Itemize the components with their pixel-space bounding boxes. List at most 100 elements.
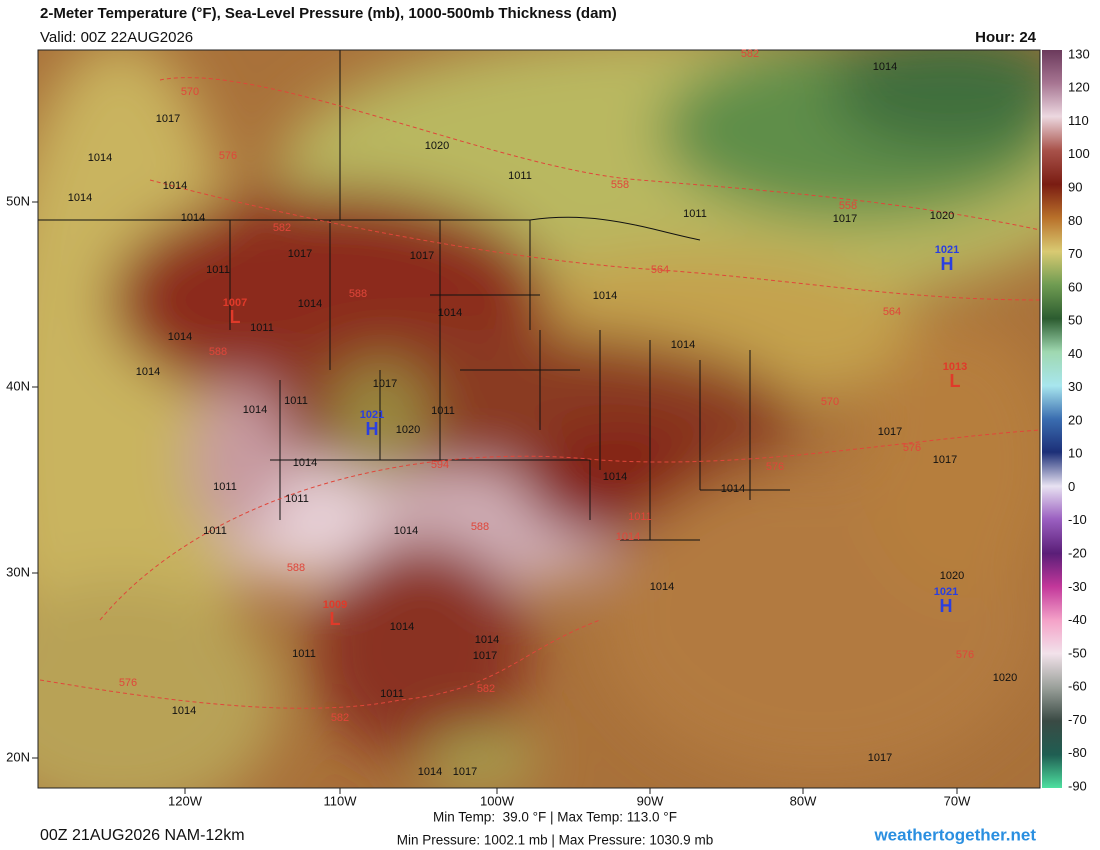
isoline-label: 1014 <box>721 483 745 495</box>
isoline-label: 582 <box>741 48 759 60</box>
isoline-label: 570 <box>181 86 199 98</box>
isoline-label: 1017 <box>373 378 397 390</box>
site-link[interactable]: weathertogether.net <box>873 825 1036 844</box>
isoline-label: 1014 <box>243 404 267 416</box>
isoline-label: 1014 <box>671 339 695 351</box>
colorbar-tick-label: 50 <box>1068 313 1082 328</box>
isoline-label: 1014 <box>298 298 322 310</box>
colorbar-tick-label: 110 <box>1068 113 1089 128</box>
isoline-label: 1014 <box>163 180 187 192</box>
isoline-label: 1014 <box>616 531 640 543</box>
colorbar-tick-label: -40 <box>1068 612 1087 627</box>
isoline-label: 1017 <box>156 113 180 125</box>
isoline-label: 1017 <box>473 650 497 662</box>
isoline-label: 1014 <box>603 471 627 483</box>
pressure-center-value: 1009 <box>323 599 347 611</box>
isoline-label: 576 <box>219 150 237 162</box>
isoline-label: 1017 <box>453 766 477 778</box>
map-field <box>38 50 1040 788</box>
colorbar-tick-label: -80 <box>1068 745 1087 760</box>
isoline-label: 1011 <box>285 493 309 505</box>
isoline-label: 1011 <box>250 322 274 334</box>
isoline-label: 1020 <box>993 672 1017 684</box>
isoline-label: 1011 <box>380 688 404 700</box>
isoline-label: 564 <box>883 306 901 318</box>
isoline-label: 588 <box>471 521 489 533</box>
isoline-label: 588 <box>349 288 367 300</box>
isoline-label: 1011 <box>203 525 227 537</box>
isoline-label: 1017 <box>868 752 892 764</box>
isoline-label: 570 <box>821 396 839 408</box>
pressure-center-value: 1021 <box>360 409 384 421</box>
colorbar-tick-label: 60 <box>1068 279 1082 294</box>
isoline-label: 1011 <box>292 648 316 660</box>
isoline-label: 1020 <box>425 140 449 152</box>
isoline-label: 1014 <box>172 705 196 717</box>
isoline-label: 594 <box>431 459 449 471</box>
lat-label: 30N <box>6 564 30 579</box>
colorbar-tick-label: 80 <box>1068 213 1082 228</box>
valid-time: Valid: 00Z 22AUG2026 <box>40 29 193 46</box>
colorbar-tick-label: 120 <box>1068 80 1090 95</box>
colorbar-tick-label: 70 <box>1068 246 1082 261</box>
lon-label: 70W <box>944 793 971 808</box>
colorbar-tick-label: 20 <box>1068 412 1082 427</box>
lat-label: 40N <box>6 378 30 393</box>
isoline-label: 1014 <box>390 621 414 633</box>
isoline-label: 576 <box>766 461 784 473</box>
isoline-label: 1011 <box>284 395 308 407</box>
colorbar-tick-label: 10 <box>1068 446 1082 461</box>
pressure-center-symbol: L <box>330 609 341 629</box>
colorbar-tick-label: -70 <box>1068 712 1087 727</box>
colorbar-tick-label: 90 <box>1068 180 1082 195</box>
isoline-label: 1020 <box>396 424 420 436</box>
lat-label: 20N <box>6 749 30 764</box>
pressure-center-value: 1021 <box>935 244 959 256</box>
isoline-label: 1014 <box>181 212 205 224</box>
isoline-label: 1014 <box>593 290 617 302</box>
isoline-label: 1017 <box>878 426 902 438</box>
isoline-label: 1017 <box>933 454 957 466</box>
isoline-label: 576 <box>956 649 974 661</box>
isoline-label: 588 <box>209 346 227 358</box>
colorbar-tick-label: -10 <box>1068 512 1087 527</box>
isoline-label: 1014 <box>168 331 192 343</box>
colorbar-tick-label: -30 <box>1068 579 1087 594</box>
pressure-center-symbol: L <box>230 307 241 327</box>
isoline-label: 1014 <box>418 766 442 778</box>
pressure-center-symbol: L <box>950 371 961 391</box>
isoline-label: 1011 <box>206 264 230 276</box>
isoline-label: 1014 <box>873 61 897 73</box>
isoline-label: 1020 <box>930 210 954 222</box>
lon-label: 120W <box>168 793 203 808</box>
isoline-label: 576 <box>119 677 137 689</box>
isoline-label: 1017 <box>833 213 857 225</box>
colorbar-tick-label: -60 <box>1068 679 1087 694</box>
pressure-center-symbol: H <box>941 254 954 274</box>
isoline-label: 1017 <box>288 248 312 260</box>
colorbar-tick-label: -20 <box>1068 545 1087 560</box>
isoline-label: 582 <box>331 712 349 724</box>
forecast-hour: Hour: 24 <box>975 29 1037 46</box>
colorbar <box>1042 50 1062 788</box>
isoline-label: 564 <box>651 264 669 276</box>
lon-label: 100W <box>480 793 515 808</box>
isoline-label: 1014 <box>293 457 317 469</box>
isoline-label: 1014 <box>438 307 462 319</box>
isoline-label: 1014 <box>88 152 112 164</box>
colorbar-tick-label: 30 <box>1068 379 1082 394</box>
pressure-center-symbol: H <box>366 419 379 439</box>
isoline-label: 1011 <box>508 170 532 182</box>
colorbar-tick-label: -50 <box>1068 645 1087 660</box>
pressure-range: Min Pressure: 1002.1 mb | Max Pressure: … <box>397 833 713 848</box>
isoline-label: 582 <box>273 222 291 234</box>
pressure-center-value: 1021 <box>934 586 958 598</box>
lon-label: 110W <box>324 793 358 808</box>
isoline-label: 558 <box>611 179 629 191</box>
isoline-label: 558 <box>839 200 857 212</box>
isoline-label: 576 <box>903 442 921 454</box>
pressure-center-value: 1013 <box>943 361 967 373</box>
isoline-label: 1011 <box>683 208 707 220</box>
isoline-label: 1014 <box>68 192 92 204</box>
isoline-label: 1011 <box>213 481 237 493</box>
